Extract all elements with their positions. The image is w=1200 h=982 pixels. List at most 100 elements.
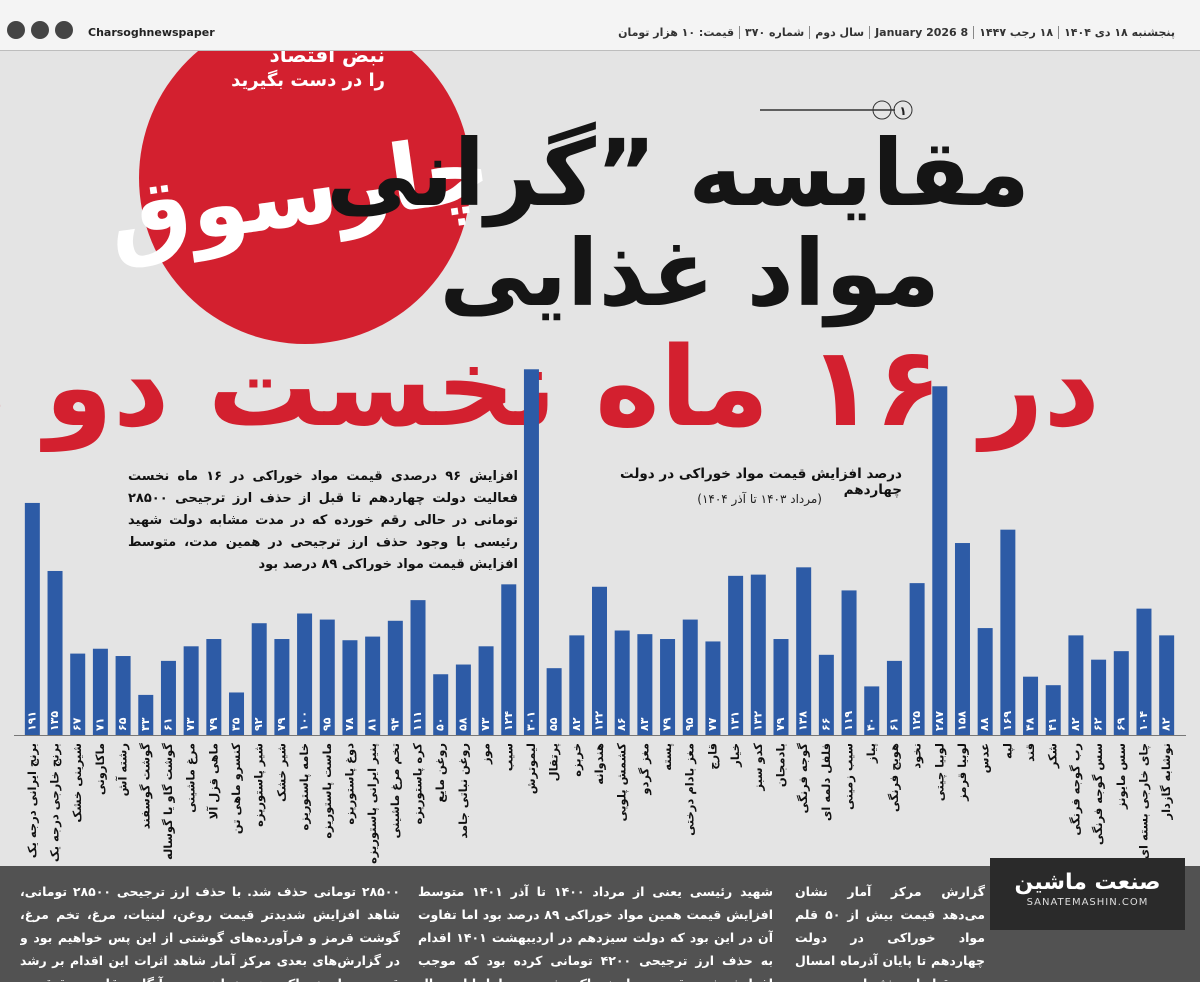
bar [455,664,471,735]
x-tick-label: پسته [660,743,674,771]
x-tick-label: هندوانه [592,743,607,785]
x-tick-label: گوشت گاو یا گوساله [161,743,176,860]
bar [229,692,245,735]
x-tick-label: قند [1023,743,1037,762]
summary: افزایش ۹۶ درصدی قیمت مواد خوراکی در ۱۶ م… [128,469,519,572]
header-item: قیمت: ۱۰ هزار تومان [618,26,735,39]
watermark-url: SANATEMASHIN.COM [1026,897,1149,908]
x-tick-label: نخود [910,743,925,769]
x-tick-label: سس مایونز [1114,743,1129,810]
chart-subtitle: (مرداد ۱۴۰۳ تا آذر ۱۴۰۴) [697,492,822,506]
value-label: ۳۵ [230,717,243,731]
x-tick-label: ماست پاستوریزه [320,743,335,839]
bar [1023,676,1039,735]
value-label: ۱۳۵ [48,711,61,731]
icon-instagram[interactable] [31,21,49,39]
x-tick-label: خربزه [569,743,583,777]
bar [433,674,449,735]
chart-title: درصد افزایش قیمت مواد خوراکی در دولت چها… [620,466,902,498]
header-items: پنجشنبه ۱۸ دی ۱۴۰۴ ۱۸ رجب ۱۴۴۷ 8 January 2… [613,26,1180,39]
value-label: ۹۴ [388,717,401,731]
bar [1136,608,1152,735]
watermark: صنعت ماشین SANATEMASHIN.COM [990,858,1185,930]
logo-circle [139,12,471,344]
value-label: ۷۹ [774,717,787,731]
bar-group: ۱۹۱ برنج ایرانی درجه یک ۱۳۵ برنج خارجی درجه… [14,369,1186,864]
x-tick-label: دوغ پاستوریزه [342,743,357,825]
value-label: ۸۶ [615,718,628,731]
value-label: ۷۹ [207,717,220,731]
value-label: ۱۲۴ [502,711,515,731]
value-label: ۸۲ [1069,717,1082,731]
value-label: ۸۳ [638,717,651,731]
x-tick-label: مغز بادام درختی [683,743,697,836]
kicker-circle [893,100,913,120]
logo-tagline: را در دست بگیرید [231,69,385,91]
bar [886,660,902,735]
x-tick-label: خامه پاستوریزه [297,743,312,830]
bar [319,619,335,735]
x-tick-label: مرغ ماشینی [184,743,198,813]
icon-telegram[interactable] [55,21,73,39]
x-tick-label: پیاز [864,743,878,764]
site-name: Charsoghnewspaper [88,26,215,39]
bar [637,634,653,735]
value-label: ۱۲۵ [910,711,923,731]
value-label: ۷۹ [661,717,674,731]
x-tick-label: کره پاستوریزه [411,743,426,825]
bar [796,567,812,735]
header-item: سال دوم [809,26,869,39]
value-label: ۲۸۷ [933,711,946,731]
value-label: ۷۳ [184,717,197,731]
x-tick-label: شیر خشک [274,743,288,802]
x-tick-label: روغن مایع [433,743,448,803]
bar [705,641,721,735]
bar [24,502,40,735]
value-label: ۶۷ [71,717,84,731]
x-tick-label: ماهی قزل آلا [206,743,220,819]
x-tick-label: شیر پاستوریزه [252,743,267,827]
bar [501,584,517,735]
kicker-icon [872,100,892,120]
bar [728,575,744,735]
value-label: ۹۵ [683,717,696,731]
article-column: شهید رئیسی یعنی از مرداد ۱۴۰۰ تا آذر ۱۴۰… [418,884,773,982]
bar [410,600,426,735]
value-label: ۱۹۱ [25,711,38,731]
x-tick-label: تخم مرغ ماشینی [388,743,402,839]
x-tick-label: نوشابه گازدار [1159,743,1174,821]
article-column: ۲۸۵۰۰ تومانی حذف شد. با حذف ارز ترجیحی ۲… [20,884,400,982]
bar [478,646,494,735]
social-icons [7,21,73,39]
value-label: ۷۹ [275,717,288,731]
bar [977,628,993,735]
x-tick-label: پنیر ایرانی پاستوریزه [365,743,380,864]
value-label: ۱۳۲ [751,711,764,731]
value-label: ۶۶ [819,718,832,731]
bar [1159,635,1175,735]
header-item: پنجشنبه ۱۸ دی ۱۴۰۴ [1058,26,1180,39]
bar [954,543,970,735]
headline-line: مقایسه ”گرانی [326,120,1030,228]
value-label: ۱۱۱ [411,711,424,731]
x-tick-label: کدو سبز [751,743,766,792]
x-tick-label: موز [479,743,494,765]
value-label: ۱۵۸ [955,711,968,731]
value-label: ۱۳۱ [729,711,742,731]
bar [546,668,562,735]
bar [274,639,290,735]
icon-x[interactable] [7,21,25,39]
value-label: ۱۰۰ [298,711,311,731]
x-tick-label: شکر [1046,743,1060,769]
bar [70,653,86,735]
bar [773,639,789,735]
kicker-number: ۱ [899,104,906,118]
x-tick-label: گوجه فرنگی [796,743,811,814]
value-label: ۳۳ [139,717,152,731]
value-label: ۴۱ [1046,718,1059,731]
x-tick-label: خیار [728,743,742,768]
value-label: ۴۸ [1024,717,1037,731]
bar [592,586,607,735]
x-tick-label: شیرینی خشک [70,743,84,823]
bar [138,694,154,735]
